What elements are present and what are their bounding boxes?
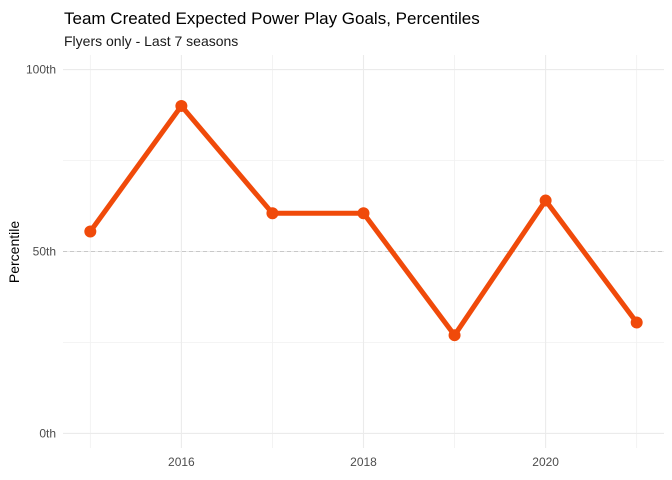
x-tick-labels: 2016 2018 2020 [168, 455, 559, 469]
grid [63, 55, 664, 448]
y-tick-labels: 0th 50th 100th [26, 63, 56, 441]
x-tick-label: 2018 [350, 455, 377, 469]
y-axis-label: Percentile [6, 221, 22, 283]
data-point [175, 99, 188, 112]
y-tick-label: 100th [26, 63, 56, 77]
x-tick-label: 2016 [168, 455, 195, 469]
data-point [448, 329, 461, 342]
chart-subtitle: Flyers only - Last 7 seasons [64, 33, 238, 49]
data-point [84, 225, 97, 238]
x-tick-label: 2020 [532, 455, 559, 469]
series-group [84, 99, 643, 342]
data-point [357, 207, 370, 220]
y-tick-label: 50th [33, 245, 56, 259]
data-point [630, 316, 643, 329]
data-point [266, 207, 279, 220]
data-point [539, 194, 552, 207]
y-tick-label: 0th [39, 426, 56, 440]
chart-title: Team Created Expected Power Play Goals, … [64, 9, 480, 28]
